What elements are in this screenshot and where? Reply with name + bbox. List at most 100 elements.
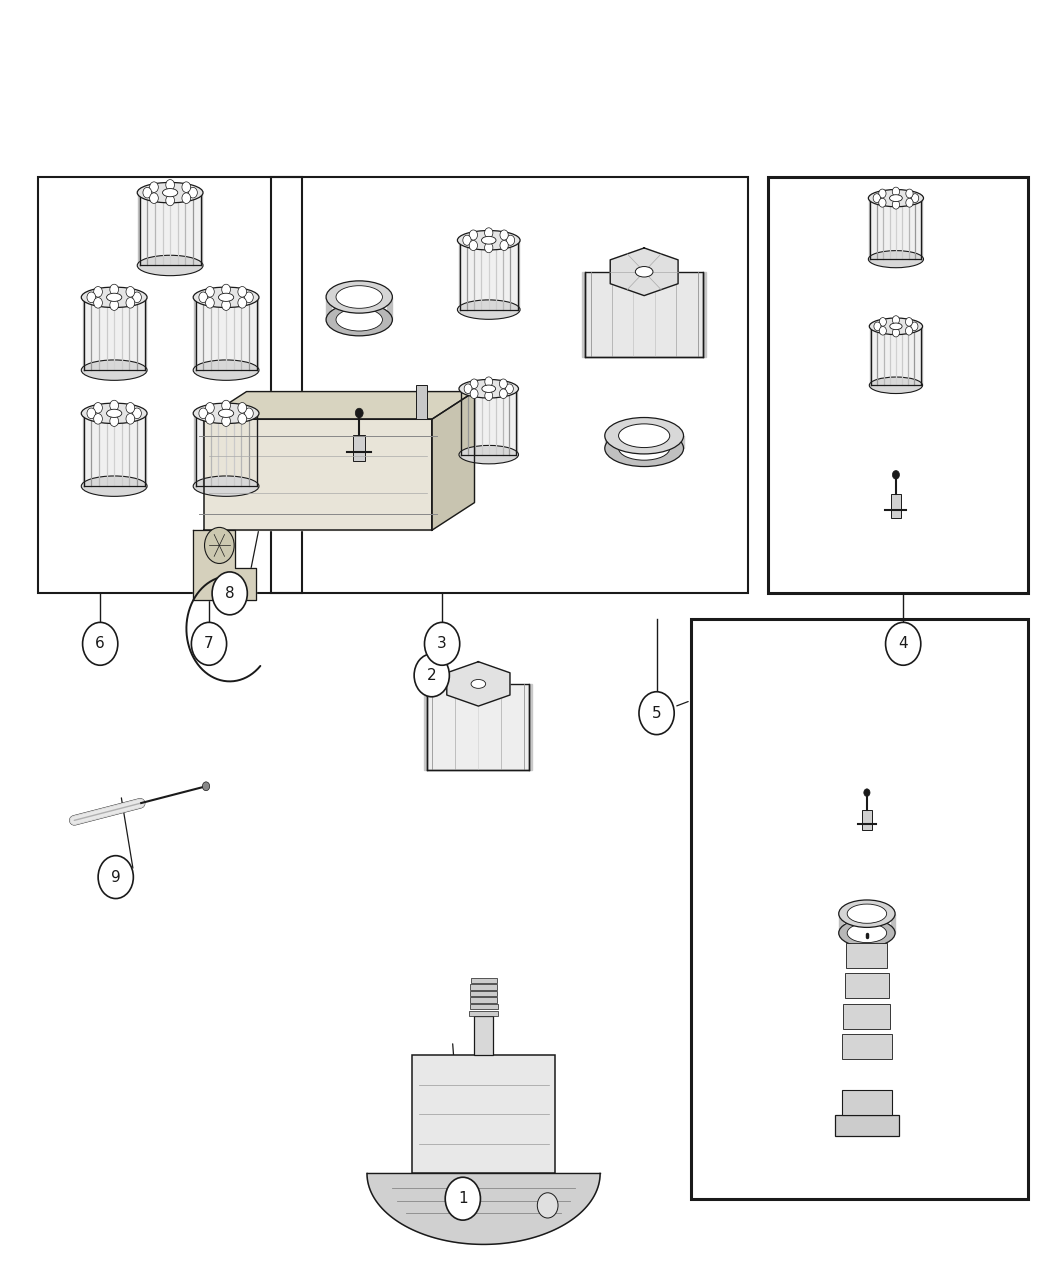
Circle shape — [189, 187, 197, 198]
Circle shape — [206, 413, 214, 425]
Circle shape — [245, 292, 253, 302]
Circle shape — [238, 297, 247, 309]
Circle shape — [445, 1177, 481, 1220]
Ellipse shape — [839, 919, 895, 947]
Circle shape — [110, 416, 119, 426]
Circle shape — [469, 241, 478, 251]
Ellipse shape — [869, 377, 923, 394]
Circle shape — [222, 400, 230, 411]
Circle shape — [126, 403, 134, 413]
Ellipse shape — [81, 476, 147, 496]
Circle shape — [93, 413, 103, 425]
Circle shape — [132, 292, 142, 302]
Bar — [843, 1003, 890, 1029]
Ellipse shape — [868, 251, 924, 268]
Ellipse shape — [482, 385, 496, 393]
Text: 5: 5 — [652, 705, 662, 720]
Ellipse shape — [618, 436, 670, 460]
Circle shape — [879, 199, 886, 207]
Circle shape — [892, 470, 900, 479]
Circle shape — [83, 622, 118, 666]
Circle shape — [191, 622, 227, 666]
Ellipse shape — [193, 287, 259, 307]
Ellipse shape — [458, 231, 520, 250]
Text: 9: 9 — [111, 870, 121, 885]
Circle shape — [500, 241, 508, 251]
Bar — [195, 413, 256, 486]
Bar — [470, 991, 497, 996]
Polygon shape — [583, 272, 586, 357]
Circle shape — [470, 389, 478, 399]
Circle shape — [470, 379, 478, 389]
Circle shape — [93, 297, 103, 309]
Circle shape — [485, 228, 492, 238]
Circle shape — [500, 379, 507, 389]
Circle shape — [879, 189, 886, 198]
Circle shape — [892, 329, 900, 337]
Ellipse shape — [605, 417, 684, 454]
Ellipse shape — [605, 430, 684, 467]
Bar — [769, 177, 1028, 593]
Polygon shape — [194, 297, 195, 370]
Text: 2: 2 — [427, 668, 437, 683]
Ellipse shape — [868, 190, 924, 207]
Circle shape — [198, 292, 208, 302]
Bar — [469, 1003, 498, 1010]
Bar — [470, 978, 497, 983]
Ellipse shape — [336, 309, 382, 332]
Bar — [416, 385, 426, 419]
Polygon shape — [890, 914, 895, 933]
Text: 1: 1 — [458, 1191, 467, 1206]
Bar — [271, 177, 748, 593]
Text: 4: 4 — [899, 636, 908, 652]
Polygon shape — [518, 240, 519, 310]
Ellipse shape — [336, 286, 382, 309]
Circle shape — [198, 408, 208, 418]
Bar — [195, 297, 256, 370]
Polygon shape — [517, 389, 518, 455]
Bar — [691, 618, 1028, 1198]
Polygon shape — [139, 193, 140, 265]
Text: 3: 3 — [437, 636, 447, 652]
Circle shape — [500, 230, 508, 240]
Circle shape — [93, 403, 103, 413]
Circle shape — [87, 292, 96, 302]
Circle shape — [911, 323, 918, 330]
Bar — [38, 177, 302, 593]
Circle shape — [150, 193, 159, 204]
Circle shape — [905, 317, 912, 326]
Circle shape — [143, 187, 151, 198]
Polygon shape — [424, 683, 427, 770]
Text: 7: 7 — [204, 636, 214, 652]
Bar — [84, 297, 145, 370]
Circle shape — [238, 403, 247, 413]
Bar — [846, 942, 887, 968]
Circle shape — [885, 622, 921, 666]
Circle shape — [874, 323, 881, 330]
Ellipse shape — [81, 403, 147, 423]
Circle shape — [464, 384, 473, 394]
Circle shape — [87, 408, 96, 418]
Circle shape — [203, 782, 210, 790]
Circle shape — [879, 326, 886, 335]
Polygon shape — [368, 1173, 601, 1244]
Polygon shape — [83, 297, 84, 370]
Circle shape — [182, 182, 191, 193]
Ellipse shape — [327, 303, 393, 335]
Circle shape — [874, 194, 881, 203]
Circle shape — [355, 408, 363, 418]
Bar — [842, 1090, 892, 1114]
Circle shape — [238, 413, 247, 425]
Circle shape — [469, 230, 478, 240]
Ellipse shape — [218, 409, 234, 417]
Bar — [427, 683, 529, 770]
Polygon shape — [460, 389, 461, 455]
Polygon shape — [145, 297, 146, 370]
Circle shape — [182, 193, 191, 204]
Ellipse shape — [106, 409, 122, 417]
Polygon shape — [327, 297, 331, 320]
Polygon shape — [194, 413, 195, 486]
Bar — [413, 1056, 554, 1173]
Circle shape — [126, 297, 134, 309]
Circle shape — [500, 389, 507, 399]
